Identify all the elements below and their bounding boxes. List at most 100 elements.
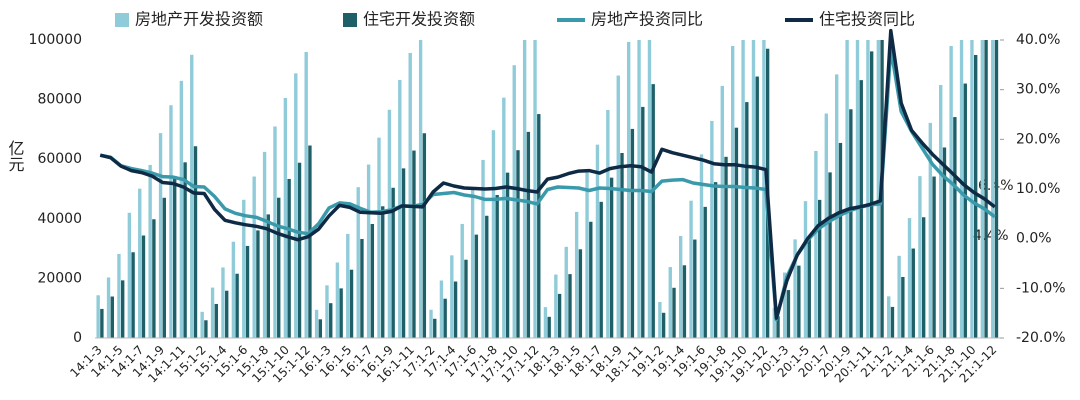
y2-tick-label: -20.0% <box>1016 330 1066 346</box>
bar <box>325 285 329 338</box>
bar <box>994 40 999 338</box>
bar <box>641 106 645 338</box>
y-tick-label: 60000 <box>37 151 82 167</box>
bar <box>377 137 381 338</box>
bar <box>356 187 360 338</box>
bar <box>235 273 239 338</box>
bar <box>418 40 423 338</box>
bar <box>689 200 693 338</box>
bar <box>481 159 485 338</box>
bar <box>110 296 114 338</box>
annotation: 4.4% <box>973 228 1009 244</box>
bar <box>703 206 707 338</box>
bar <box>360 238 364 338</box>
bar <box>335 262 340 338</box>
bar <box>242 199 246 338</box>
bar <box>859 80 863 339</box>
bar <box>678 236 683 338</box>
bar <box>959 40 964 338</box>
bar <box>651 84 655 338</box>
bar <box>204 320 208 338</box>
bar <box>318 319 323 338</box>
bar <box>828 172 832 338</box>
bar <box>741 40 745 339</box>
bar <box>370 224 375 338</box>
bar <box>131 252 135 338</box>
bar <box>932 176 936 338</box>
bar <box>391 187 395 338</box>
bar <box>783 272 787 338</box>
bars <box>96 40 999 339</box>
bar <box>277 197 281 338</box>
bar <box>564 246 568 338</box>
y-tick-label: 20000 <box>37 270 82 286</box>
bar <box>814 150 818 338</box>
bar <box>869 51 874 338</box>
bar <box>308 145 312 338</box>
bar <box>304 51 308 339</box>
bar <box>225 290 229 338</box>
bar <box>745 102 749 339</box>
bar <box>970 40 974 338</box>
legend-label: 房地产投资同比 <box>591 10 703 29</box>
legend-swatch <box>115 13 129 27</box>
bar <box>537 114 541 338</box>
y-tick-label: 100000 <box>29 32 82 48</box>
bar <box>918 176 922 338</box>
bar <box>429 309 433 338</box>
bar <box>214 303 218 338</box>
bar <box>803 201 808 338</box>
y-tick-label: 0 <box>73 330 82 346</box>
bar <box>408 52 412 338</box>
bar <box>443 298 447 338</box>
bar <box>866 40 870 339</box>
bar <box>422 133 427 338</box>
bar <box>179 80 184 339</box>
bar <box>387 109 392 338</box>
bar <box>797 265 801 338</box>
bar <box>183 162 187 338</box>
bar <box>106 277 111 338</box>
bar <box>616 75 620 338</box>
bar <box>817 199 822 338</box>
bar <box>897 255 901 338</box>
bar <box>658 301 662 338</box>
bar <box>824 113 828 339</box>
bar <box>297 162 302 338</box>
bar <box>637 40 641 339</box>
bar <box>838 142 843 338</box>
bar <box>245 245 250 338</box>
bar <box>460 223 464 338</box>
bar <box>231 241 236 338</box>
line <box>99 46 996 322</box>
bar <box>485 215 489 338</box>
bar <box>349 269 354 338</box>
bar <box>630 128 635 338</box>
bar <box>148 164 152 338</box>
bar <box>346 233 350 338</box>
line <box>99 28 996 320</box>
y-axis-label: 亿元 <box>6 140 25 172</box>
bar <box>845 40 849 339</box>
bar <box>412 150 416 338</box>
bar <box>668 267 672 338</box>
bar <box>609 177 614 338</box>
bar <box>262 151 267 338</box>
bar <box>193 146 198 338</box>
legend-label: 住宅投资同比 <box>819 10 915 29</box>
bar <box>724 156 728 338</box>
bar <box>887 296 891 338</box>
bar <box>138 188 142 338</box>
bar <box>876 40 880 338</box>
bar <box>117 253 121 338</box>
bar <box>190 54 194 338</box>
bar <box>100 308 104 338</box>
bar <box>672 287 676 338</box>
bar <box>921 217 926 338</box>
bar <box>502 97 506 338</box>
bar <box>557 293 562 338</box>
bar <box>907 218 912 338</box>
bar <box>589 221 593 338</box>
bar <box>495 194 499 338</box>
bar <box>210 287 215 338</box>
